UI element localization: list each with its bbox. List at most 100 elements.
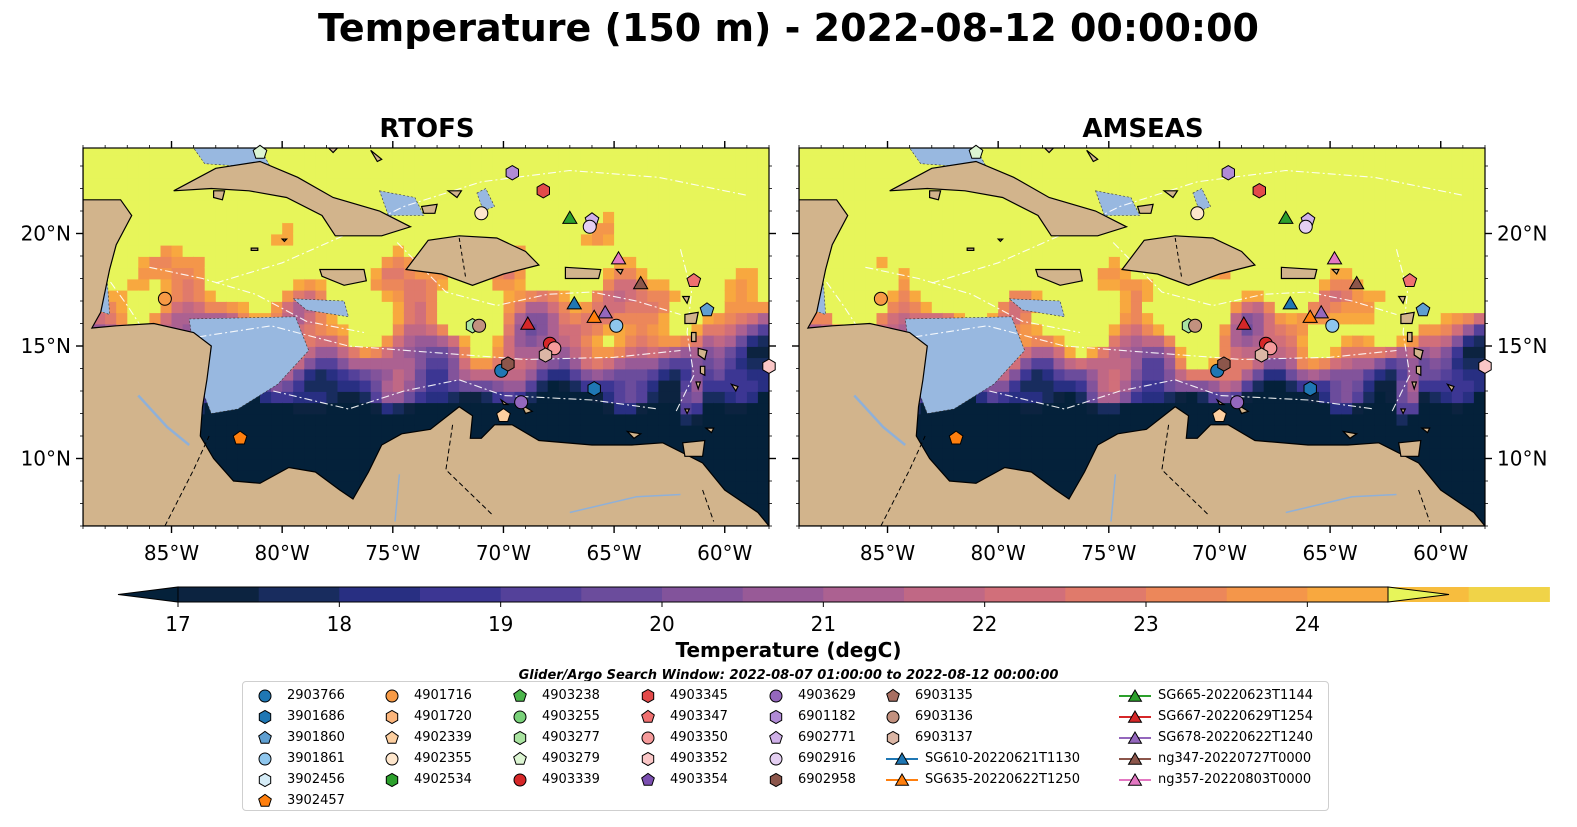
land-antigua xyxy=(681,295,691,305)
map-panel-rtofs xyxy=(83,148,769,526)
panel-frame-amseas xyxy=(798,147,1486,527)
obs-4903345 xyxy=(536,183,550,199)
colorbar-tick-label: 18 xyxy=(327,612,352,636)
land-inagua xyxy=(420,203,438,214)
legend-symbol xyxy=(769,730,783,744)
land-stvincent xyxy=(1411,381,1418,391)
land-stvincent xyxy=(695,381,702,391)
x-tick-label: 80°W xyxy=(971,541,1026,565)
legend-symbol xyxy=(258,730,272,744)
shelf-amseas xyxy=(1008,298,1065,318)
legend-marker xyxy=(769,709,783,725)
land-martinique xyxy=(697,347,708,361)
legend-symbol xyxy=(641,688,655,704)
legend-label: 4903277 xyxy=(542,730,600,745)
land-youth xyxy=(213,190,226,201)
colorbar-segment xyxy=(1226,587,1308,602)
y-tick-label: 15°N xyxy=(21,334,71,358)
y-tick-label: 10°N xyxy=(1497,447,1547,471)
river xyxy=(1285,493,1397,514)
land-tobago xyxy=(1420,427,1431,434)
colorbar-tick-label: 23 xyxy=(1133,612,1158,636)
legend-symbol xyxy=(513,773,527,787)
obs-4901716 xyxy=(157,291,172,306)
land-stlucia xyxy=(699,365,706,377)
legend-symbol xyxy=(641,709,655,723)
land-guadeloupe xyxy=(684,311,699,325)
colorbar-segment xyxy=(1065,587,1147,602)
legend-label: 4903238 xyxy=(542,688,600,703)
colorbar-segment xyxy=(258,587,340,602)
y-tick-label: 10°N xyxy=(21,447,71,471)
obs-ng357-20220803T0000 xyxy=(610,250,627,265)
colorbar-frame xyxy=(177,586,1389,603)
colorbar-segment xyxy=(178,587,260,602)
colorbar-tick-label: 21 xyxy=(811,612,836,636)
obs-4903347 xyxy=(1402,272,1418,287)
x-tick-label: 75°W xyxy=(1081,541,1136,565)
land-aruba xyxy=(499,398,510,406)
shelf-amseas xyxy=(1192,188,1212,212)
legend-symbol xyxy=(769,752,783,766)
land-jamaica xyxy=(318,268,368,286)
land-turks xyxy=(446,190,463,199)
obs-4902339 xyxy=(496,407,511,422)
legend-label: 4903350 xyxy=(670,730,728,745)
land-margarita xyxy=(1341,430,1359,440)
legend-marker xyxy=(258,689,272,703)
land-dominica xyxy=(690,331,697,343)
x-tick-label: 85°W xyxy=(144,541,199,565)
colorbar-segment xyxy=(742,587,824,602)
land-inagua xyxy=(1136,203,1154,214)
land-youth xyxy=(928,190,942,201)
legend-label: 4903255 xyxy=(542,709,600,724)
colorbar-tick-label: 17 xyxy=(165,612,190,636)
legend-label: ng357-20220803T0000 xyxy=(1158,772,1312,787)
legend-label: 6902771 xyxy=(798,730,856,745)
legend-symbol xyxy=(641,751,655,767)
country-border xyxy=(445,424,493,516)
legend-symbol xyxy=(894,752,910,765)
legend-marker xyxy=(886,710,900,724)
legend-symbol xyxy=(385,689,399,703)
land-cuba xyxy=(889,160,1129,237)
land-grandcayman xyxy=(250,247,259,251)
legend-label: 4903354 xyxy=(670,772,728,787)
eez-boundary-line xyxy=(898,325,1397,361)
legend-label: 3901686 xyxy=(287,709,345,724)
land-caymanbrac xyxy=(280,238,289,243)
legend-label: 4901716 xyxy=(414,688,472,703)
legend-marker xyxy=(769,772,783,788)
obs-SG678-20220622T1240 xyxy=(1313,304,1330,319)
figure-title: Temperature (150 m) - 2022-08-12 00:00:0… xyxy=(317,6,1259,50)
land-trinidad xyxy=(1398,439,1422,457)
legend-label: 6902958 xyxy=(798,772,856,787)
legend-label: SG667-20220629T1254 xyxy=(1158,709,1314,724)
obs-6901182 xyxy=(1221,165,1235,181)
legend-marker xyxy=(641,709,655,723)
obs-SG667-20220629T1254 xyxy=(519,315,536,330)
legend-symbol xyxy=(769,772,783,788)
legend-symbol xyxy=(886,710,900,724)
legend-marker xyxy=(1119,773,1151,786)
land-cuba xyxy=(173,160,413,237)
eez-boundary-line xyxy=(1112,242,1397,316)
obs-6902958 xyxy=(1217,356,1231,372)
legend-symbol xyxy=(385,772,399,788)
legend-symbol xyxy=(258,752,272,766)
country-border xyxy=(1161,424,1209,516)
y-tick-label: 15°N xyxy=(1497,334,1547,358)
legend-label: 3901861 xyxy=(287,751,345,766)
obs-SG667-20220629T1254 xyxy=(1235,315,1252,330)
obs-4903629 xyxy=(1230,395,1245,410)
lake-nicaragua xyxy=(137,394,190,446)
y-tick-label: 20°N xyxy=(1497,222,1547,246)
legend-symbol xyxy=(641,772,655,786)
legend-marker xyxy=(641,772,655,786)
legend-marker xyxy=(385,709,399,725)
land-trinidad xyxy=(682,439,706,457)
land-caymanbrac xyxy=(996,238,1005,243)
panel-title-rtofs: RTOFS xyxy=(379,114,475,144)
obs-3901861 xyxy=(1325,318,1340,333)
obs-6902916 xyxy=(1298,219,1313,234)
